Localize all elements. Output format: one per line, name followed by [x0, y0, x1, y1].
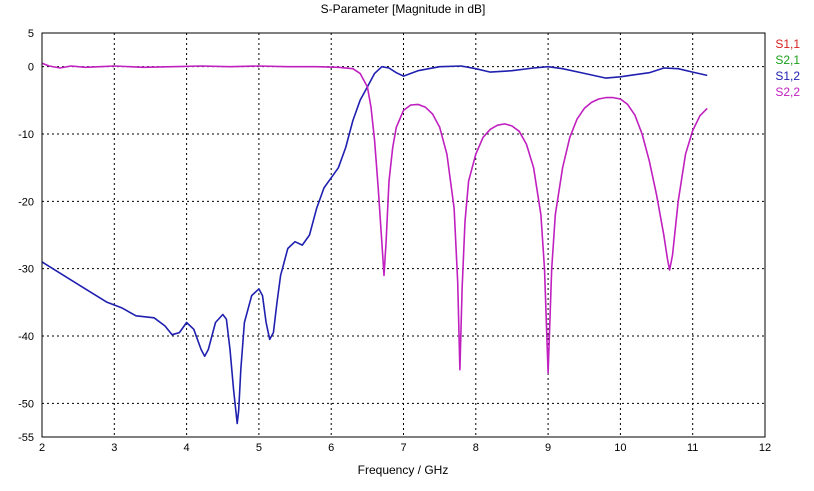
x-tick-label: 11	[687, 442, 698, 454]
x-tick-label: 12	[759, 442, 771, 454]
x-tick-label: 5	[256, 442, 262, 454]
legend-item: S1,2	[775, 69, 800, 83]
x-axis-label: Frequency / GHz	[358, 463, 449, 477]
y-tick-label: -30	[18, 264, 34, 276]
x-tick-label: 2	[39, 442, 45, 454]
x-tick-label: 4	[184, 442, 190, 454]
series-line-S1-2	[41, 65, 708, 425]
legend-item: S1,1	[775, 37, 800, 51]
series-line-S2-2	[41, 62, 708, 374]
chart-title: S-Parameter [Magnitude in dB]	[321, 2, 486, 16]
y-tick-label: -55	[18, 432, 34, 444]
x-tick-label: 10	[614, 442, 626, 454]
x-tick-label: 9	[545, 442, 551, 454]
y-tick-labels: 5 0 -10 -20 -30 -40 -50 -55	[18, 28, 34, 444]
legend: S1,1 S2,1 S1,2 S2,2	[775, 37, 800, 99]
y-tick-label: -10	[18, 129, 34, 141]
x-tick-labels: 2 3 4 5 6 7 8 9 10 11 12	[39, 442, 771, 454]
y-tick-label: 0	[28, 62, 34, 74]
x-tick-label: 6	[328, 442, 334, 454]
y-tick-label: 5	[28, 28, 34, 40]
series-lines	[41, 62, 708, 425]
plot-frame	[41, 32, 766, 438]
x-tick-label: 3	[111, 442, 117, 454]
y-tick-label: -50	[18, 398, 34, 410]
x-tick-label: 7	[400, 442, 406, 454]
legend-item: S2,2	[775, 85, 800, 99]
y-tick-label: -20	[18, 196, 34, 208]
legend-item: S2,1	[775, 53, 800, 67]
y-tick-label: -40	[18, 331, 34, 343]
x-tick-label: 8	[473, 442, 479, 454]
